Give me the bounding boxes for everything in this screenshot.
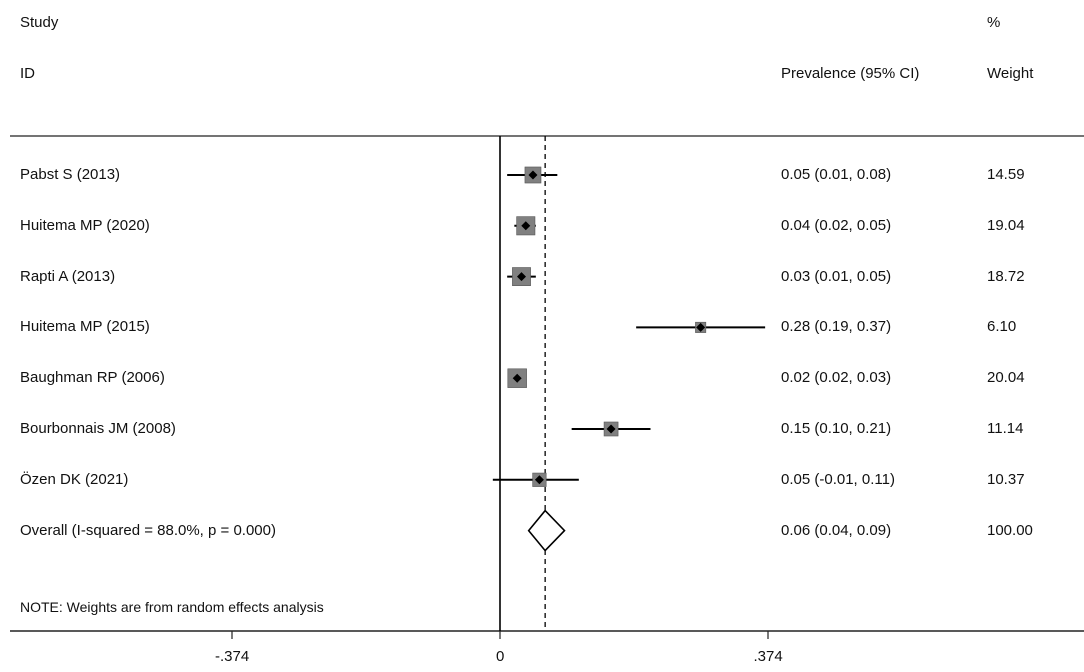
study-point-estimate: [696, 322, 706, 332]
study-ci-text: 0.02 (0.02, 0.03): [781, 369, 892, 387]
x-tick-label: .374: [753, 648, 783, 665]
study-weight-text: 20.04: [987, 369, 1025, 387]
x-tick-label: 0: [496, 648, 505, 665]
overall-weight-text: 100.00: [987, 521, 1033, 539]
study-point-estimate: [521, 221, 531, 231]
study-weight-text: 19.04: [987, 216, 1025, 234]
header-id: ID: [20, 65, 35, 82]
study-ci-text: 0.04 (0.02, 0.05): [781, 216, 892, 234]
overall-diamond: [527, 509, 566, 552]
study-label: Pabst S (2013): [20, 166, 121, 183]
study-ci-text: 0.05 (-0.01, 0.11): [781, 470, 895, 488]
study-ci-text: 0.03 (0.01, 0.05): [781, 267, 892, 285]
header-percent: %: [987, 14, 1001, 31]
header-prevalence: Prevalence (95% CI): [781, 65, 920, 82]
x-tick-label: -.374: [215, 648, 250, 665]
header-study: Study: [20, 14, 59, 31]
study-label: Bourbonnais JM (2008): [20, 420, 176, 437]
study-label: Huitema MP (2015): [20, 318, 150, 336]
study-label: Özen DK (2021): [20, 470, 129, 488]
study-label: Baughman RP (2006): [20, 369, 165, 387]
study-point-estimate: [606, 424, 616, 434]
study-point-estimate: [516, 272, 526, 282]
study-weight-text: 11.14: [987, 420, 1024, 437]
study-weight-text: 10.37: [987, 470, 1025, 488]
study-ci-text: 0.05 (0.01, 0.08): [781, 166, 892, 183]
study-weight-text: 18.72: [987, 267, 1025, 285]
study-point-estimate: [512, 373, 522, 383]
study-ci-text: 0.15 (0.10, 0.21): [781, 420, 892, 437]
header-weight: Weight: [987, 65, 1034, 82]
study-weight-text: 14.59: [987, 166, 1025, 183]
overall-ci-text: 0.06 (0.04, 0.09): [781, 521, 892, 539]
study-point-estimate: [534, 475, 544, 485]
study-label: Huitema MP (2020): [20, 216, 150, 234]
study-weight-text: 6.10: [987, 318, 1017, 336]
study-ci-text: 0.28 (0.19, 0.37): [781, 318, 892, 336]
overall-label: Overall (I-squared = 88.0%, p = 0.000): [20, 521, 276, 539]
study-label: Rapti A (2013): [20, 267, 116, 285]
study-point-estimate: [528, 170, 538, 180]
note-text: NOTE: Weights are from random effects an…: [20, 599, 324, 615]
